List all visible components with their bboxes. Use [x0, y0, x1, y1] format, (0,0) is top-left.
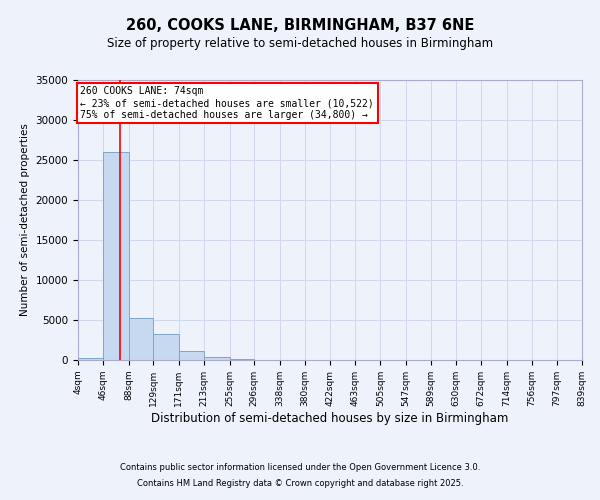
Bar — [103, 152, 129, 360]
Bar — [78, 358, 103, 360]
Bar — [129, 318, 154, 360]
Text: Contains public sector information licensed under the Open Government Licence 3.: Contains public sector information licen… — [120, 464, 480, 472]
Text: Size of property relative to semi-detached houses in Birmingham: Size of property relative to semi-detach… — [107, 38, 493, 51]
Y-axis label: Number of semi-detached properties: Number of semi-detached properties — [20, 124, 30, 316]
Bar — [154, 334, 179, 360]
X-axis label: Distribution of semi-detached houses by size in Birmingham: Distribution of semi-detached houses by … — [151, 412, 509, 424]
Text: 260 COOKS LANE: 74sqm
← 23% of semi-detached houses are smaller (10,522)
75% of : 260 COOKS LANE: 74sqm ← 23% of semi-deta… — [80, 86, 374, 120]
Bar — [230, 358, 254, 360]
Bar — [204, 357, 230, 360]
Text: 260, COOKS LANE, BIRMINGHAM, B37 6NE: 260, COOKS LANE, BIRMINGHAM, B37 6NE — [126, 18, 474, 32]
Text: Contains HM Land Registry data © Crown copyright and database right 2025.: Contains HM Land Registry data © Crown c… — [137, 478, 463, 488]
Bar — [179, 351, 204, 360]
